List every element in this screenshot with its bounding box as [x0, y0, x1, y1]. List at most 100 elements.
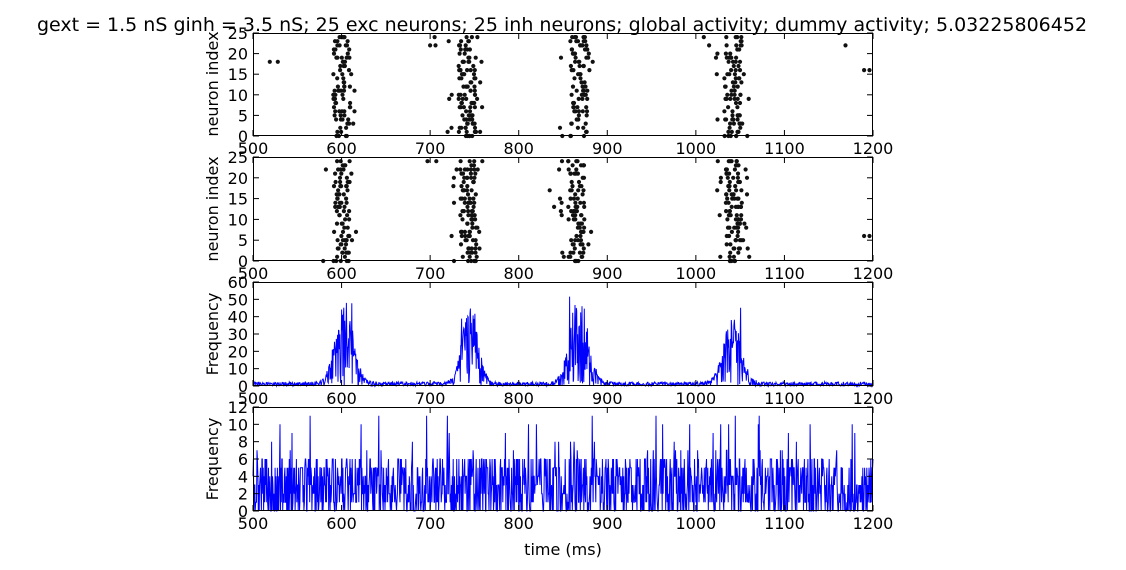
- spike-dot: [737, 100, 743, 106]
- spike-dot: [566, 159, 571, 164]
- x-tick-label: 1200: [853, 389, 894, 408]
- spike-dot: [731, 117, 736, 122]
- spike-dot: [715, 51, 720, 56]
- spike-dot: [584, 105, 589, 110]
- spike-dot: [462, 117, 467, 122]
- spike-dot: [576, 113, 582, 118]
- spike-dot: [341, 59, 346, 64]
- x-tick-label: 600: [326, 139, 357, 158]
- spike-dot: [458, 92, 463, 97]
- spike-dot: [335, 238, 340, 243]
- spike-dot: [468, 68, 473, 73]
- x-tick-label: 900: [592, 139, 623, 158]
- spike-dot: [746, 96, 751, 101]
- spike-dot: [581, 63, 586, 69]
- spike-dot: [458, 213, 463, 218]
- spike-dot: [734, 188, 739, 193]
- spike-dot: [584, 109, 590, 114]
- spike-dot: [559, 159, 565, 164]
- spike-dot: [736, 76, 742, 81]
- spike-dot: [480, 105, 485, 110]
- spike-dot: [342, 84, 347, 89]
- spike-dot: [465, 250, 470, 255]
- spike-dot: [457, 68, 462, 73]
- spike-dot: [586, 55, 591, 60]
- spike-dot: [470, 250, 475, 255]
- spike-dot: [475, 35, 480, 40]
- spike-dot: [473, 76, 478, 81]
- spike-dot: [862, 68, 867, 73]
- spike-dot: [583, 84, 588, 89]
- excitatory-ylabel: neuron index: [203, 31, 222, 136]
- spike-dot: [731, 84, 737, 89]
- spike-dot: [729, 88, 734, 93]
- spike-dot: [465, 68, 470, 73]
- spike-dot: [338, 167, 343, 172]
- spike-dot: [339, 200, 344, 205]
- spike-dot: [728, 51, 733, 56]
- spike-dot: [732, 92, 737, 97]
- spike-dot: [339, 184, 344, 189]
- spike-dot: [465, 175, 470, 180]
- spike-dot: [570, 84, 576, 89]
- spike-dot: [331, 51, 337, 56]
- y-tick-label: 5: [238, 231, 248, 250]
- spike-dot: [467, 55, 472, 60]
- spike-dot: [342, 113, 347, 118]
- spike-dot: [344, 238, 349, 243]
- spike-dot: [462, 92, 467, 97]
- spike-dot: [446, 39, 451, 44]
- spike-dot: [734, 213, 739, 218]
- spike-dot: [725, 225, 731, 230]
- spike-dot: [349, 171, 354, 176]
- spike-dot: [732, 96, 737, 101]
- spike-dot: [344, 43, 350, 48]
- spike-dot: [472, 129, 477, 134]
- spike-dot: [552, 204, 557, 209]
- spike-dot: [451, 175, 456, 180]
- y-tick-label: 20: [228, 169, 248, 188]
- spike-dot: [747, 254, 752, 259]
- spike-dot: [335, 84, 340, 89]
- spike-dot: [466, 39, 471, 44]
- spike-dot: [732, 167, 738, 172]
- spike-dot: [339, 171, 344, 176]
- spike-dot: [472, 159, 477, 164]
- spike-dot: [341, 167, 346, 172]
- spike-dot: [337, 35, 342, 40]
- spike-dot: [723, 51, 729, 56]
- spike-dot: [473, 55, 478, 60]
- spike-dot: [347, 159, 352, 164]
- spike-dot: [726, 159, 731, 164]
- x-tick-label: 800: [503, 264, 534, 283]
- spike-dot: [584, 113, 589, 118]
- spike-dot: [725, 92, 730, 97]
- spike-dot: [725, 175, 730, 180]
- spike-dot: [568, 196, 573, 201]
- spike-dot: [480, 159, 485, 164]
- spike-dot: [724, 233, 729, 239]
- spike-dot: [344, 196, 349, 201]
- spike-dot: [477, 229, 482, 234]
- dummy-activity-ylabel: Frequency: [203, 418, 222, 501]
- spike-dot: [576, 96, 581, 101]
- spike-dot: [338, 159, 343, 164]
- y-tick-label: 50: [228, 290, 248, 309]
- excitatory-axes-frame: [253, 33, 873, 136]
- spike-dot: [729, 129, 734, 134]
- spike-dot: [581, 88, 586, 93]
- spike-dot: [461, 188, 466, 193]
- spike-dot: [734, 43, 739, 48]
- spike-dot: [581, 163, 586, 168]
- spike-dot: [348, 105, 353, 110]
- spike-dot: [333, 109, 338, 114]
- spike-dot: [467, 159, 472, 164]
- spike-dot: [569, 179, 574, 185]
- spike-dot: [468, 88, 473, 93]
- spike-dot: [569, 209, 574, 214]
- spike-dot: [449, 233, 454, 239]
- spike-dot: [741, 238, 746, 243]
- spike-dot: [573, 171, 579, 176]
